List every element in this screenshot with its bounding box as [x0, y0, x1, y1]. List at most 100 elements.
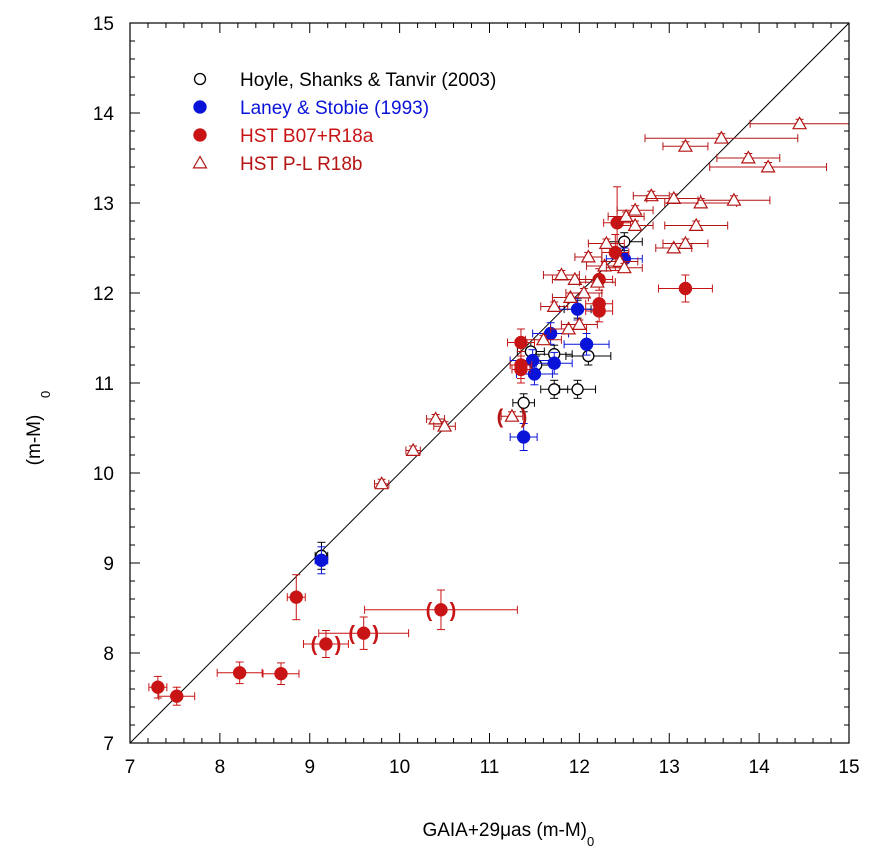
data-point: [666, 240, 682, 254]
x-tick-label: 13: [659, 757, 680, 778]
data-point: [356, 626, 371, 640]
data-point: [677, 235, 693, 249]
legend-label: HST P-L R18b: [240, 154, 363, 175]
y-tick-label: 8: [103, 644, 114, 665]
data-point: [580, 249, 596, 263]
data-point: [570, 302, 585, 316]
legend-label: Hoyle, Shanks & Tanvir (2003): [240, 70, 496, 91]
data-point: [514, 335, 528, 350]
x-axis-title: GAIA+29μas (m-M): [422, 820, 587, 841]
y-axis-title: (m-M): [24, 415, 45, 466]
data-point: [713, 130, 729, 144]
data-point: [576, 285, 592, 299]
y-tick-label: 12: [93, 284, 114, 305]
x-tick-label: 12: [569, 757, 590, 778]
data-point: [627, 202, 643, 216]
data-point: [561, 321, 577, 335]
data-point: [527, 367, 542, 381]
legend-label: Laney & Stobie (1993): [240, 98, 429, 119]
legend-entry-hoyle-shanks-tanvir-2003: Hoyle, Shanks & Tanvir (2003): [193, 70, 496, 91]
x-tick-label: 8: [215, 757, 226, 778]
legend-entry-laney-stobie-1993: Laney & Stobie (1993): [193, 98, 429, 119]
data-point: [535, 332, 551, 346]
data-point: [546, 298, 562, 312]
data-point: [514, 362, 528, 377]
data-point: [374, 476, 390, 490]
data-point: [274, 666, 288, 681]
data-point: [643, 188, 659, 202]
data-point: [434, 603, 448, 617]
legend-marker: [193, 128, 207, 142]
data-point: [792, 116, 808, 130]
data-point: [548, 383, 561, 396]
y-tick-label: 15: [93, 14, 114, 35]
x-tick-label: 10: [389, 757, 410, 778]
x-tick-label: 11: [480, 757, 500, 778]
x-axis-title-subscript: 0: [587, 834, 594, 849]
legend-entry-hst-b07-r18a: HST B07+R18a: [193, 126, 374, 147]
y-axis-title-subscript: 0: [38, 391, 53, 398]
data-point: [428, 411, 444, 425]
y-tick-label: 10: [93, 464, 114, 485]
legend-label: HST B07+R18a: [240, 126, 374, 147]
data-point: [598, 235, 614, 249]
y-tick-label: 13: [93, 194, 114, 215]
data-point: [319, 637, 333, 651]
y-tick-label: 14: [93, 104, 115, 125]
exclusion-paren-left: (: [497, 406, 504, 428]
data-point: [516, 430, 531, 444]
data-point: [627, 217, 643, 231]
data-point: [592, 297, 606, 311]
identity-line: [129, 22, 850, 744]
data-point: [571, 383, 584, 396]
x-tick-label: 9: [304, 757, 315, 778]
data-point: [579, 337, 594, 352]
data-point: [726, 192, 742, 206]
legend-marker: [192, 155, 208, 169]
y-tick-label: 9: [103, 554, 114, 575]
plot-area: ()()()(): [129, 22, 850, 744]
data-point: [169, 689, 184, 703]
y-tick-label: 11: [94, 374, 114, 395]
x-tick-label: 15: [838, 757, 859, 778]
exclusion-paren-right: ): [450, 600, 457, 622]
data-point: [232, 666, 247, 680]
data-point: [553, 267, 569, 281]
exclusion-paren-right: ): [521, 406, 528, 428]
data-point: [562, 289, 578, 303]
data-point: [289, 590, 304, 604]
data-point: [504, 408, 520, 422]
axes: 7 8 9 10 11 12 13 14 15 7 8 9 10 11 12 13 14 15: [93, 14, 860, 778]
data-point: [517, 396, 530, 409]
data-point: [688, 217, 704, 231]
axis-titles: GAIA+29μas (m-M) 0 (m-M) 0: [24, 391, 594, 849]
data-point: [693, 195, 709, 209]
exclusion-paren-left: (: [348, 623, 355, 645]
data-point: [547, 356, 561, 370]
x-tick-label: 14: [749, 757, 771, 778]
data-point: [677, 138, 693, 152]
data-point: [589, 274, 605, 288]
data-point: [437, 418, 453, 432]
y-tick-label: 7: [103, 734, 114, 755]
data-point: [740, 150, 756, 164]
data-point: [678, 281, 693, 296]
data-point: [616, 260, 632, 274]
data-point: [567, 271, 583, 285]
data-point: [618, 208, 634, 222]
data-point: [151, 680, 165, 694]
legend-marker: [193, 72, 207, 86]
data-point: [760, 159, 776, 173]
data-point: [405, 442, 421, 456]
data-point: [571, 316, 587, 330]
series-hst-b07-r18a: () () (): [148, 186, 713, 706]
data-point: [582, 349, 595, 363]
exclusion-paren-left: (: [426, 600, 433, 622]
exclusion-paren-right: ): [372, 623, 379, 645]
series-hst-p-l-r18b: (): [373, 116, 850, 490]
x-tick-label: 7: [125, 757, 136, 778]
data-point: [314, 553, 329, 568]
series-laney-stobie-1993: [314, 247, 643, 575]
exclusion-paren-left: (: [311, 634, 318, 656]
